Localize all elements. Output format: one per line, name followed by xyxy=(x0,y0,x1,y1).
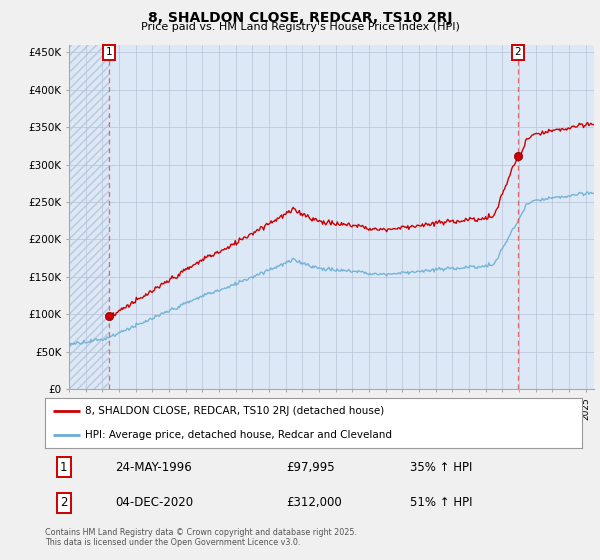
Text: 2: 2 xyxy=(514,47,521,57)
Text: Price paid vs. HM Land Registry's House Price Index (HPI): Price paid vs. HM Land Registry's House … xyxy=(140,22,460,32)
Text: 2: 2 xyxy=(60,496,68,509)
Text: 04-DEC-2020: 04-DEC-2020 xyxy=(115,496,193,509)
Text: 1: 1 xyxy=(106,47,112,57)
Text: Contains HM Land Registry data © Crown copyright and database right 2025.
This d: Contains HM Land Registry data © Crown c… xyxy=(45,528,357,547)
Text: 24-MAY-1996: 24-MAY-1996 xyxy=(115,461,191,474)
Text: £312,000: £312,000 xyxy=(287,496,343,509)
Text: £97,995: £97,995 xyxy=(287,461,335,474)
Text: 8, SHALDON CLOSE, REDCAR, TS10 2RJ: 8, SHALDON CLOSE, REDCAR, TS10 2RJ xyxy=(148,11,452,25)
Text: 51% ↑ HPI: 51% ↑ HPI xyxy=(410,496,473,509)
Text: HPI: Average price, detached house, Redcar and Cleveland: HPI: Average price, detached house, Redc… xyxy=(85,430,392,440)
Text: 1: 1 xyxy=(60,461,68,474)
Text: 8, SHALDON CLOSE, REDCAR, TS10 2RJ (detached house): 8, SHALDON CLOSE, REDCAR, TS10 2RJ (deta… xyxy=(85,405,385,416)
Text: 35% ↑ HPI: 35% ↑ HPI xyxy=(410,461,473,474)
